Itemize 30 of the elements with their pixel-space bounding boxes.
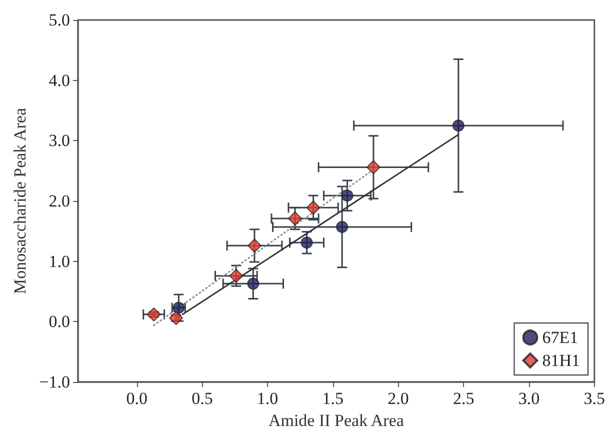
y-tick-label: 5.0 <box>48 10 70 30</box>
point <box>452 120 464 132</box>
x-tick-label: 2.5 <box>453 389 474 408</box>
point <box>229 268 244 283</box>
x-tick-label: 2.0 <box>388 389 409 408</box>
point <box>288 211 302 226</box>
x-tick-label: 3.0 <box>518 389 540 408</box>
y-tick-label: 0.0 <box>48 312 70 332</box>
point <box>306 200 320 215</box>
y-tick-label: 4.0 <box>48 70 70 90</box>
y-tick-label: −1.0 <box>39 372 70 392</box>
point <box>146 307 161 322</box>
x-tick-label: 0.5 <box>192 389 213 408</box>
x-tick-label: 1.5 <box>322 389 344 408</box>
legend-label: 67E1 <box>542 328 578 347</box>
y-tick-label: 2.0 <box>48 192 70 210</box>
legend-label: 81H1 <box>542 351 580 370</box>
point <box>366 160 380 174</box>
y-axis-title: Monosaccharide Peak Area <box>10 108 30 294</box>
x-tick-label: 3.5 <box>584 389 605 408</box>
point <box>247 278 260 290</box>
point <box>247 238 262 253</box>
point <box>300 236 313 249</box>
x-tick-label: 0.0 <box>126 389 148 408</box>
point <box>336 220 348 233</box>
x-tick-label: 1.0 <box>256 389 278 408</box>
point <box>341 190 354 202</box>
y-tick-label: 3.0 <box>48 131 70 150</box>
y-tick-label: 1.0 <box>48 252 70 271</box>
x-axis-title: Amide II Peak Area <box>268 411 404 430</box>
